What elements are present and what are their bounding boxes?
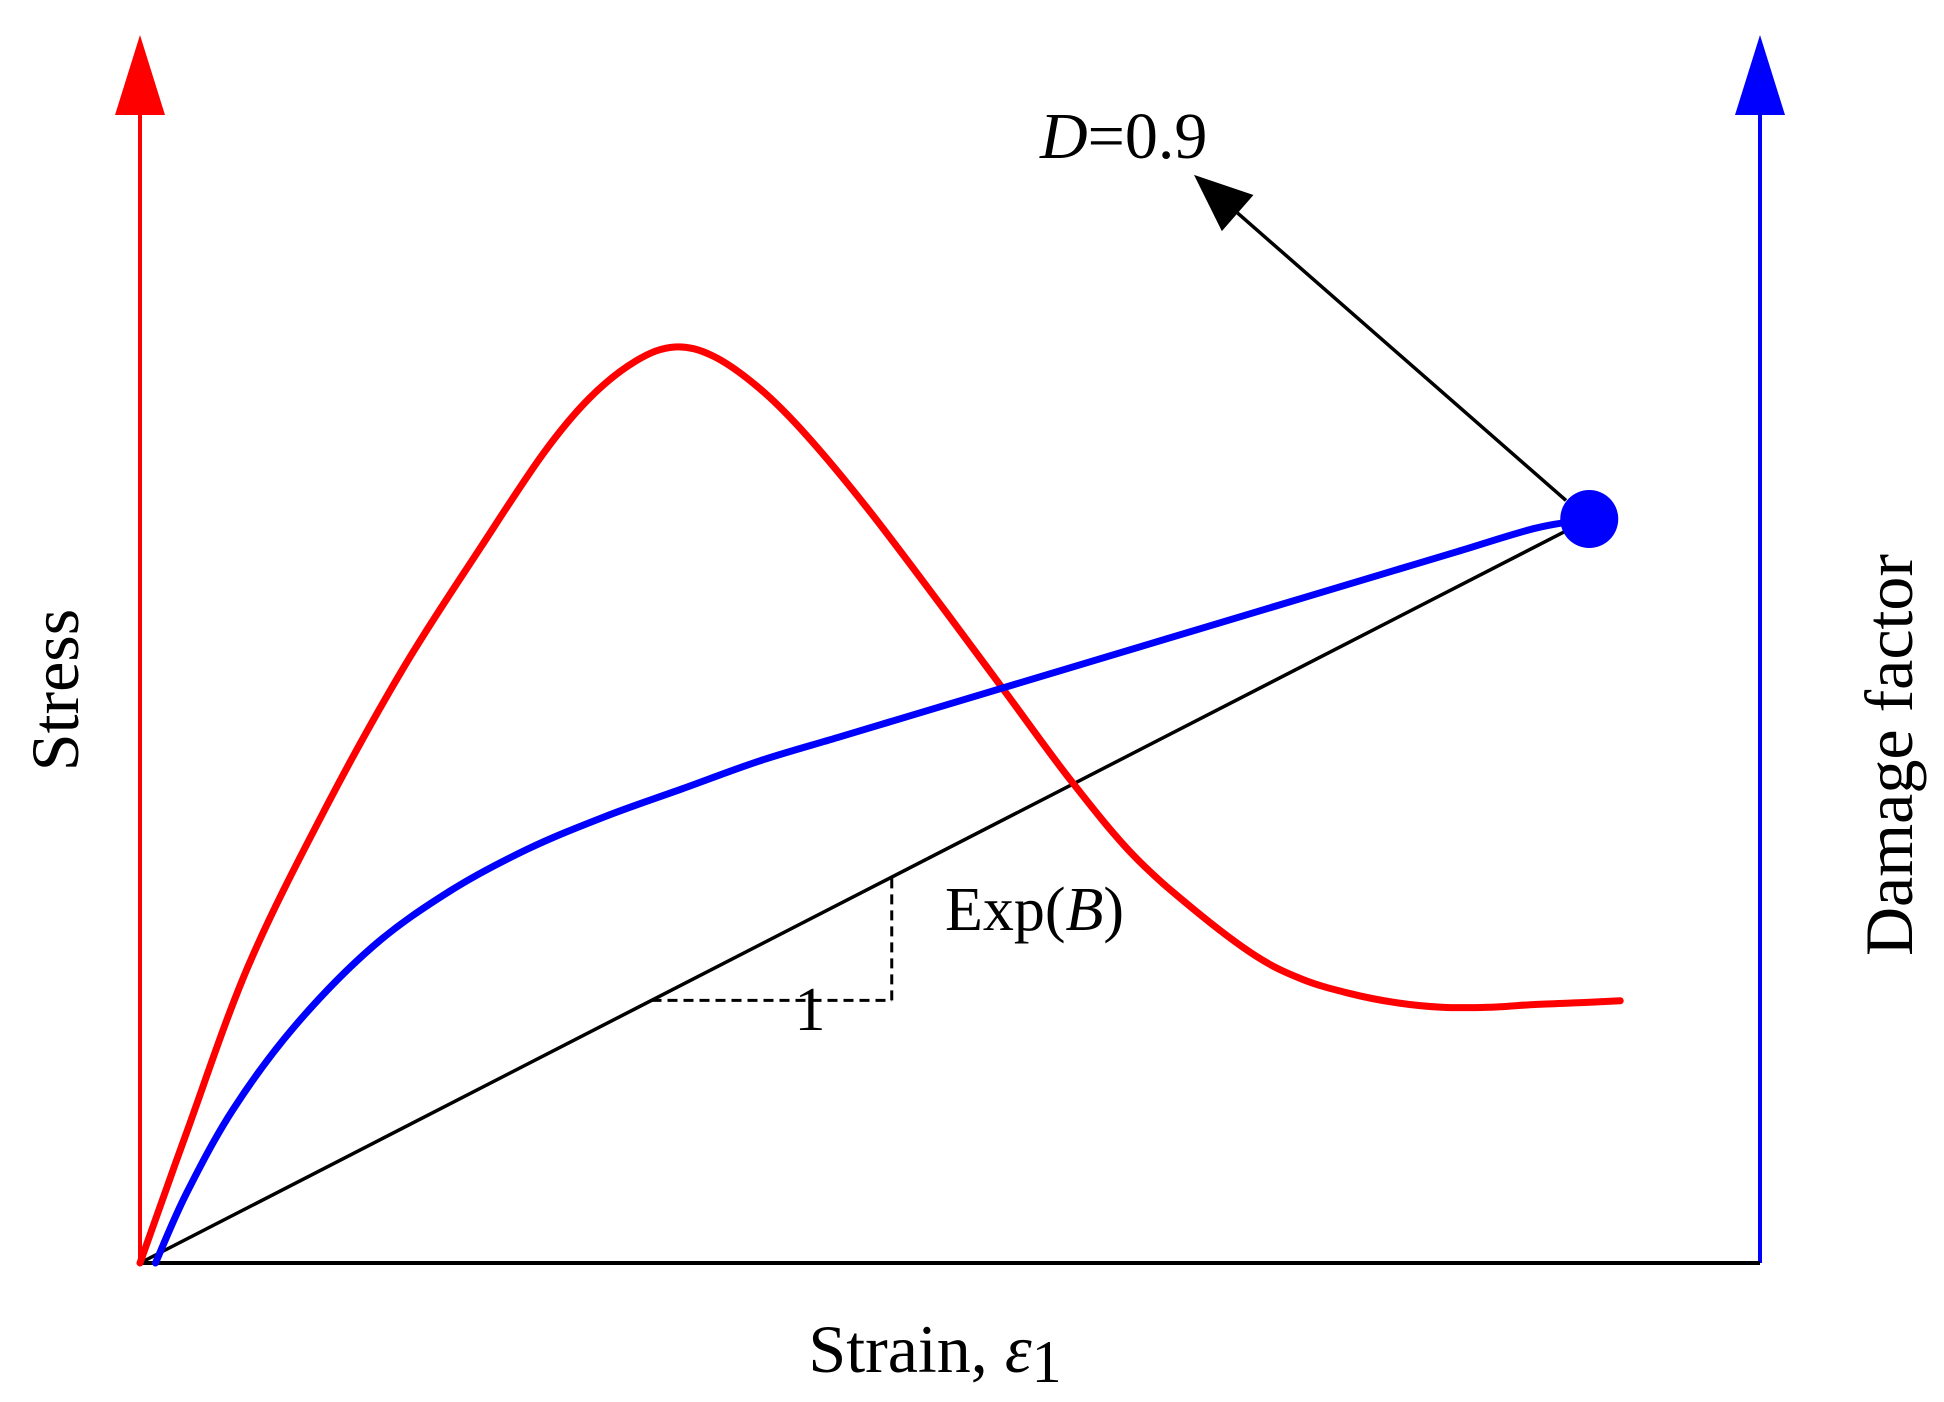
left-axis-arrowhead [115,35,165,115]
axes [115,35,1785,1265]
annotation-arrow-line [1236,211,1568,502]
damage-annotation-var: D [1039,100,1088,173]
y-axis-label-left: Stress [17,609,93,771]
stress-curve-line [136,343,1624,1267]
x-axis-label-symbol: ε [1005,1311,1032,1387]
slope-rise-var: B [1066,876,1104,944]
chart-marks [136,174,1624,1267]
slope-rise-suffix: ) [1103,876,1124,944]
x-axis-label-subscript: 1 [1032,1329,1062,1395]
slope-run-label: 1 [795,976,826,1044]
x-axis-label-text: Strain, [808,1311,1004,1387]
damage-annotation-value: =0.9 [1088,100,1208,173]
right-axis-arrowhead [1735,35,1785,115]
damage-annotation: D=0.9 [1039,100,1207,173]
damage-end-marker [1560,490,1619,548]
slope-rise-prefix: Exp( [945,876,1066,944]
annotation-arrowhead [1194,174,1254,232]
x-axis-label: Strain, ε1 [808,1311,1061,1395]
damage-curve-line [152,515,1593,1267]
y-axis-label-right: Damage factor [1851,554,1927,956]
reference-line [139,517,1591,1265]
slope-rise-label: Exp(B) [945,876,1124,944]
